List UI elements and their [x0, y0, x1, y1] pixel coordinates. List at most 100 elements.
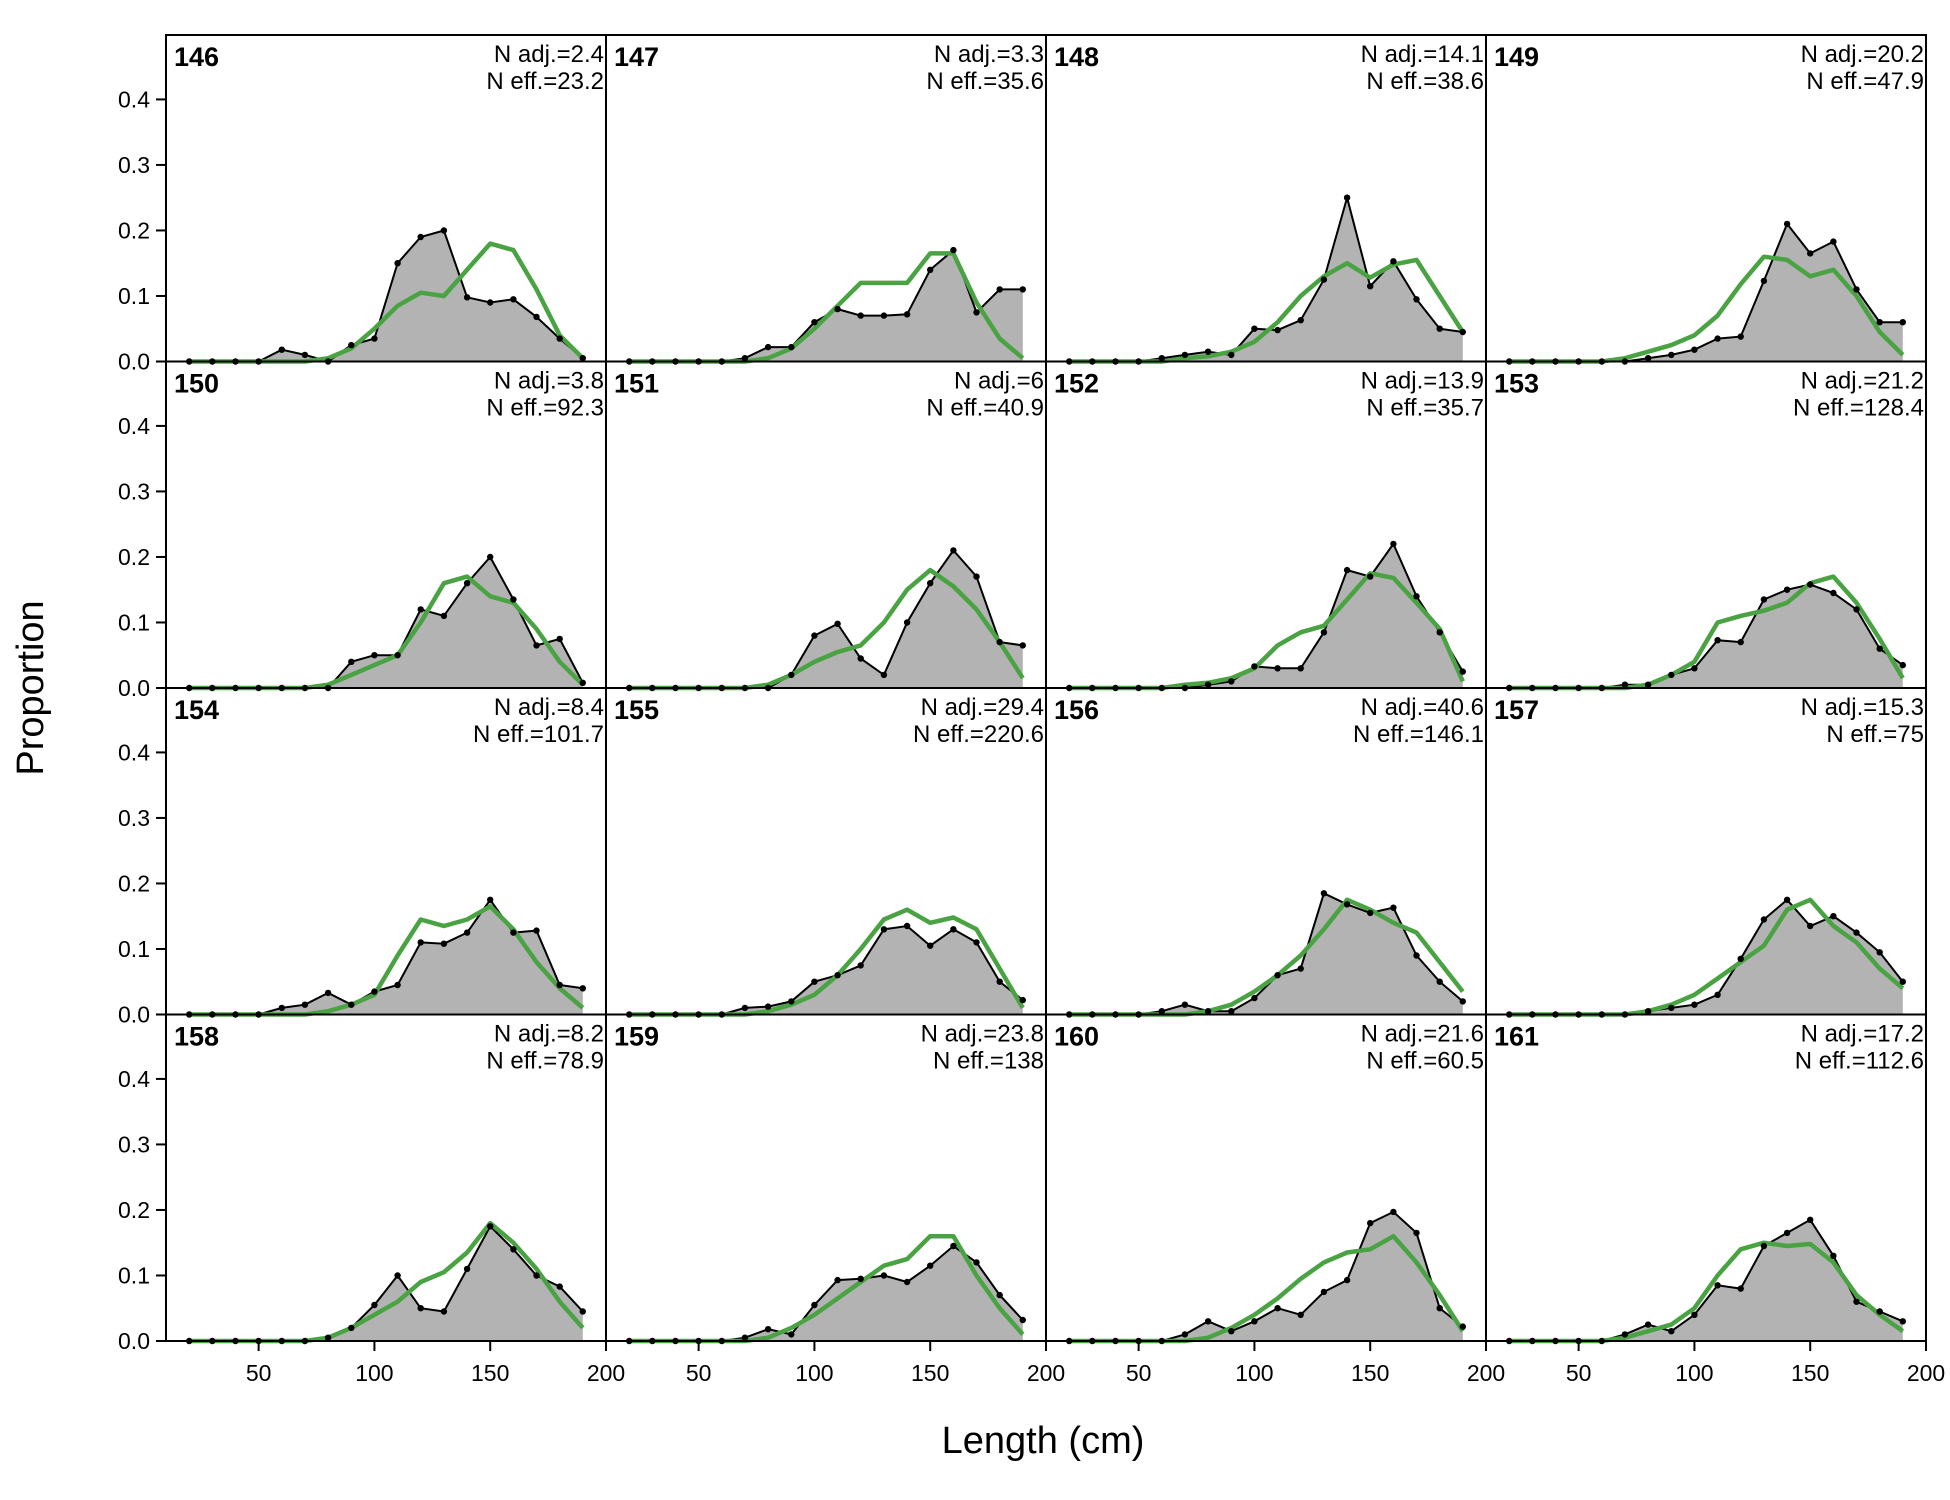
observed-point: [463, 580, 471, 587]
observed-point: [903, 311, 911, 318]
x-tick-label: 50: [1126, 1360, 1152, 1386]
observed-point: [1853, 286, 1860, 293]
y-tick-label: 0.1: [118, 609, 150, 635]
observed-point: [1274, 665, 1281, 672]
observed-point: [903, 1278, 911, 1286]
observed-point: [811, 1301, 818, 1309]
observed-point: [811, 632, 818, 639]
observed-point: [1714, 1282, 1721, 1289]
observed-point: [1737, 1285, 1744, 1292]
y-axis-title: Proportion: [10, 600, 52, 775]
observed-point: [1644, 681, 1652, 688]
panel-n-eff: N eff.=220.6: [913, 721, 1044, 748]
observed-point: [301, 1001, 309, 1008]
observed-point: [556, 1283, 563, 1290]
observed-point: [1691, 1001, 1698, 1008]
y-tick-label: 0.1: [118, 936, 150, 962]
observed-point: [1899, 661, 1907, 669]
observed-point: [973, 573, 980, 580]
x-tick-label: 150: [1791, 1360, 1829, 1386]
x-tick-label: 50: [1566, 1360, 1592, 1386]
observed-point: [394, 1272, 401, 1279]
panel-n-adj: N adj.=6: [954, 368, 1044, 395]
x-tick-label: 100: [1235, 1360, 1273, 1386]
panel-label: 152: [1054, 369, 1099, 399]
panel-label: 160: [1054, 1022, 1099, 1052]
panel-n-eff: N eff.=75: [1826, 721, 1924, 748]
panel-n-eff: N eff.=101.7: [473, 721, 604, 748]
observed-point: [927, 266, 934, 273]
observed-point: [880, 1272, 888, 1279]
panel-n-eff: N eff.=60.5: [1366, 1048, 1484, 1075]
observed-point: [996, 1291, 1003, 1299]
observed-point: [1228, 1008, 1235, 1015]
observed-point: [1297, 965, 1304, 972]
observed-point: [1644, 355, 1652, 362]
observed-point: [1876, 319, 1883, 326]
observed-point: [463, 1265, 471, 1273]
observed-point: [417, 606, 424, 613]
observed-point: [1343, 194, 1351, 201]
observed-point: [533, 927, 540, 934]
x-axis-title: Length (cm): [942, 1420, 1145, 1462]
panel-label: 155: [614, 695, 659, 725]
observed-point: [950, 246, 957, 254]
panel-label: 148: [1054, 42, 1099, 72]
observed-point: [1853, 929, 1860, 936]
observed-point: [1830, 238, 1837, 245]
observed-point: [371, 1301, 378, 1309]
observed-point: [556, 635, 563, 643]
observed-point: [348, 658, 355, 665]
y-tick-label: 0.4: [118, 86, 150, 112]
observed-point: [417, 1305, 424, 1312]
y-tick-label: 0.0: [118, 349, 150, 375]
y-tick-label: 0.0: [118, 1328, 150, 1354]
observed-point: [1436, 325, 1443, 332]
observed-point: [1830, 913, 1837, 920]
observed-point: [394, 652, 401, 659]
observed-point: [278, 346, 285, 353]
panel-n-eff: N eff.=138: [933, 1048, 1044, 1075]
panel-n-eff: N eff.=146.1: [1353, 721, 1484, 748]
observed-point: [1621, 1331, 1629, 1338]
observed-point: [556, 335, 563, 342]
observed-point: [1436, 629, 1443, 636]
observed-point: [834, 1276, 841, 1284]
panel-n-adj: N adj.=40.6: [1361, 694, 1484, 721]
panel-n-adj: N adj.=14.1: [1361, 41, 1484, 68]
observed-point: [788, 671, 795, 679]
observed-area: [189, 557, 583, 688]
observed-area: [629, 550, 1023, 688]
x-tick-label: 150: [1351, 1360, 1389, 1386]
observed-point: [1204, 1318, 1212, 1325]
panel-n-adj: N adj.=8.4: [494, 694, 604, 721]
observed-point: [927, 580, 934, 587]
observed-point: [440, 940, 448, 947]
observed-point: [857, 312, 864, 319]
observed-point: [1181, 1331, 1189, 1338]
observed-point: [880, 312, 888, 319]
observed-point: [510, 929, 517, 936]
observed-point: [1158, 355, 1166, 362]
observed-point: [1807, 581, 1814, 588]
observed-area: [189, 1226, 583, 1341]
observed-point: [996, 978, 1003, 985]
observed-point: [1390, 540, 1397, 548]
panel-label: 150: [174, 369, 219, 399]
observed-point: [950, 1242, 957, 1250]
observed-point: [1390, 904, 1397, 911]
panel-n-adj: N adj.=21.6: [1361, 1021, 1484, 1048]
observed-point: [324, 1334, 332, 1341]
observed-point: [973, 939, 980, 946]
x-tick-label: 50: [686, 1360, 712, 1386]
panel-label: 149: [1494, 42, 1539, 72]
panel-n-eff: N eff.=35.6: [926, 68, 1044, 95]
x-tick-label: 100: [795, 1360, 833, 1386]
observed-point: [1343, 566, 1351, 574]
observed-point: [1019, 996, 1026, 1004]
observed-point: [927, 1262, 934, 1269]
observed-point: [1251, 994, 1258, 1002]
observed-point: [788, 343, 795, 351]
observed-point: [764, 1326, 772, 1333]
